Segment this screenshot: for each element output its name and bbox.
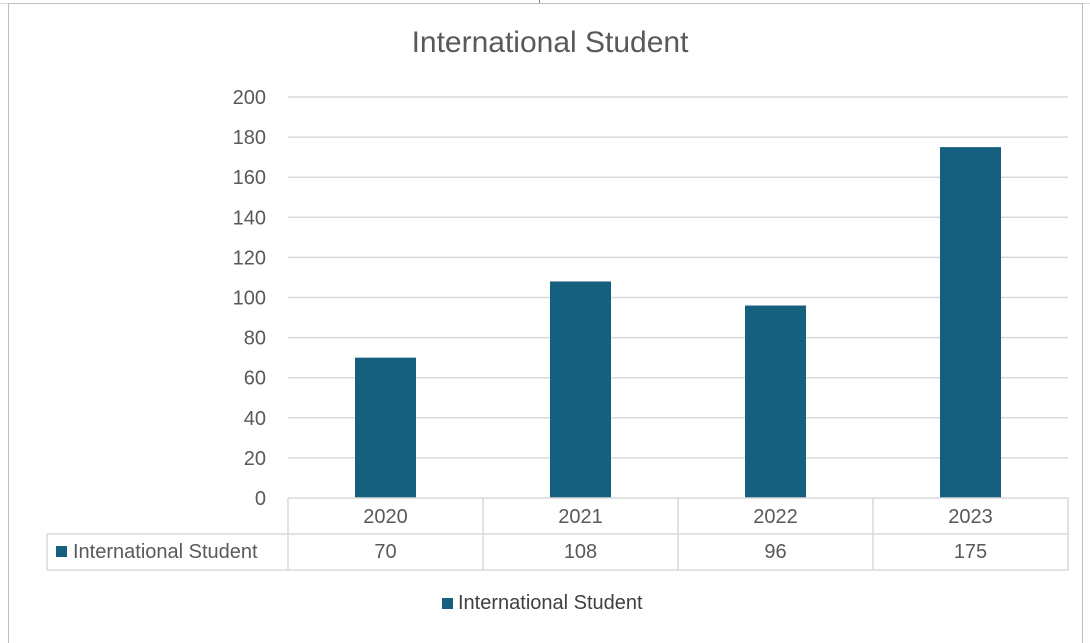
- bar-2021: [550, 281, 611, 498]
- table-value: 96: [764, 541, 786, 563]
- x-category-label: 2020: [363, 506, 408, 528]
- table-series-label: International Student: [73, 541, 258, 563]
- x-category-label: 2021: [558, 506, 603, 528]
- x-category-label: 2023: [948, 506, 993, 528]
- y-tick-label: 40: [244, 408, 266, 430]
- table-series-key: [56, 546, 67, 557]
- bar-2022: [745, 306, 806, 498]
- y-tick-label: 20: [244, 448, 266, 470]
- x-category-label: 2022: [753, 506, 798, 528]
- y-tick-label: 0: [255, 488, 266, 510]
- y-tick-label: 200: [233, 87, 266, 109]
- y-tick-label: 140: [233, 207, 266, 229]
- bar-2023: [940, 147, 1001, 498]
- table-value: 175: [954, 541, 987, 563]
- table-value: 70: [374, 541, 396, 563]
- y-tick-label: 60: [244, 368, 266, 390]
- bar-2020: [355, 358, 416, 498]
- legend: International Student: [442, 592, 643, 615]
- y-tick-label: 80: [244, 328, 266, 350]
- chart-svg: 0 20 40 60 80 100 120 140 160 180 200 2020 70 2021 108…: [0, 0, 1090, 628]
- legend-label: International Student: [458, 592, 643, 615]
- table-value: 108: [564, 541, 597, 563]
- y-tick-label: 180: [233, 127, 266, 149]
- y-tick-label: 160: [233, 167, 266, 189]
- legend-key: [442, 598, 453, 609]
- y-tick-label: 100: [233, 288, 266, 310]
- y-tick-label: 120: [233, 247, 266, 269]
